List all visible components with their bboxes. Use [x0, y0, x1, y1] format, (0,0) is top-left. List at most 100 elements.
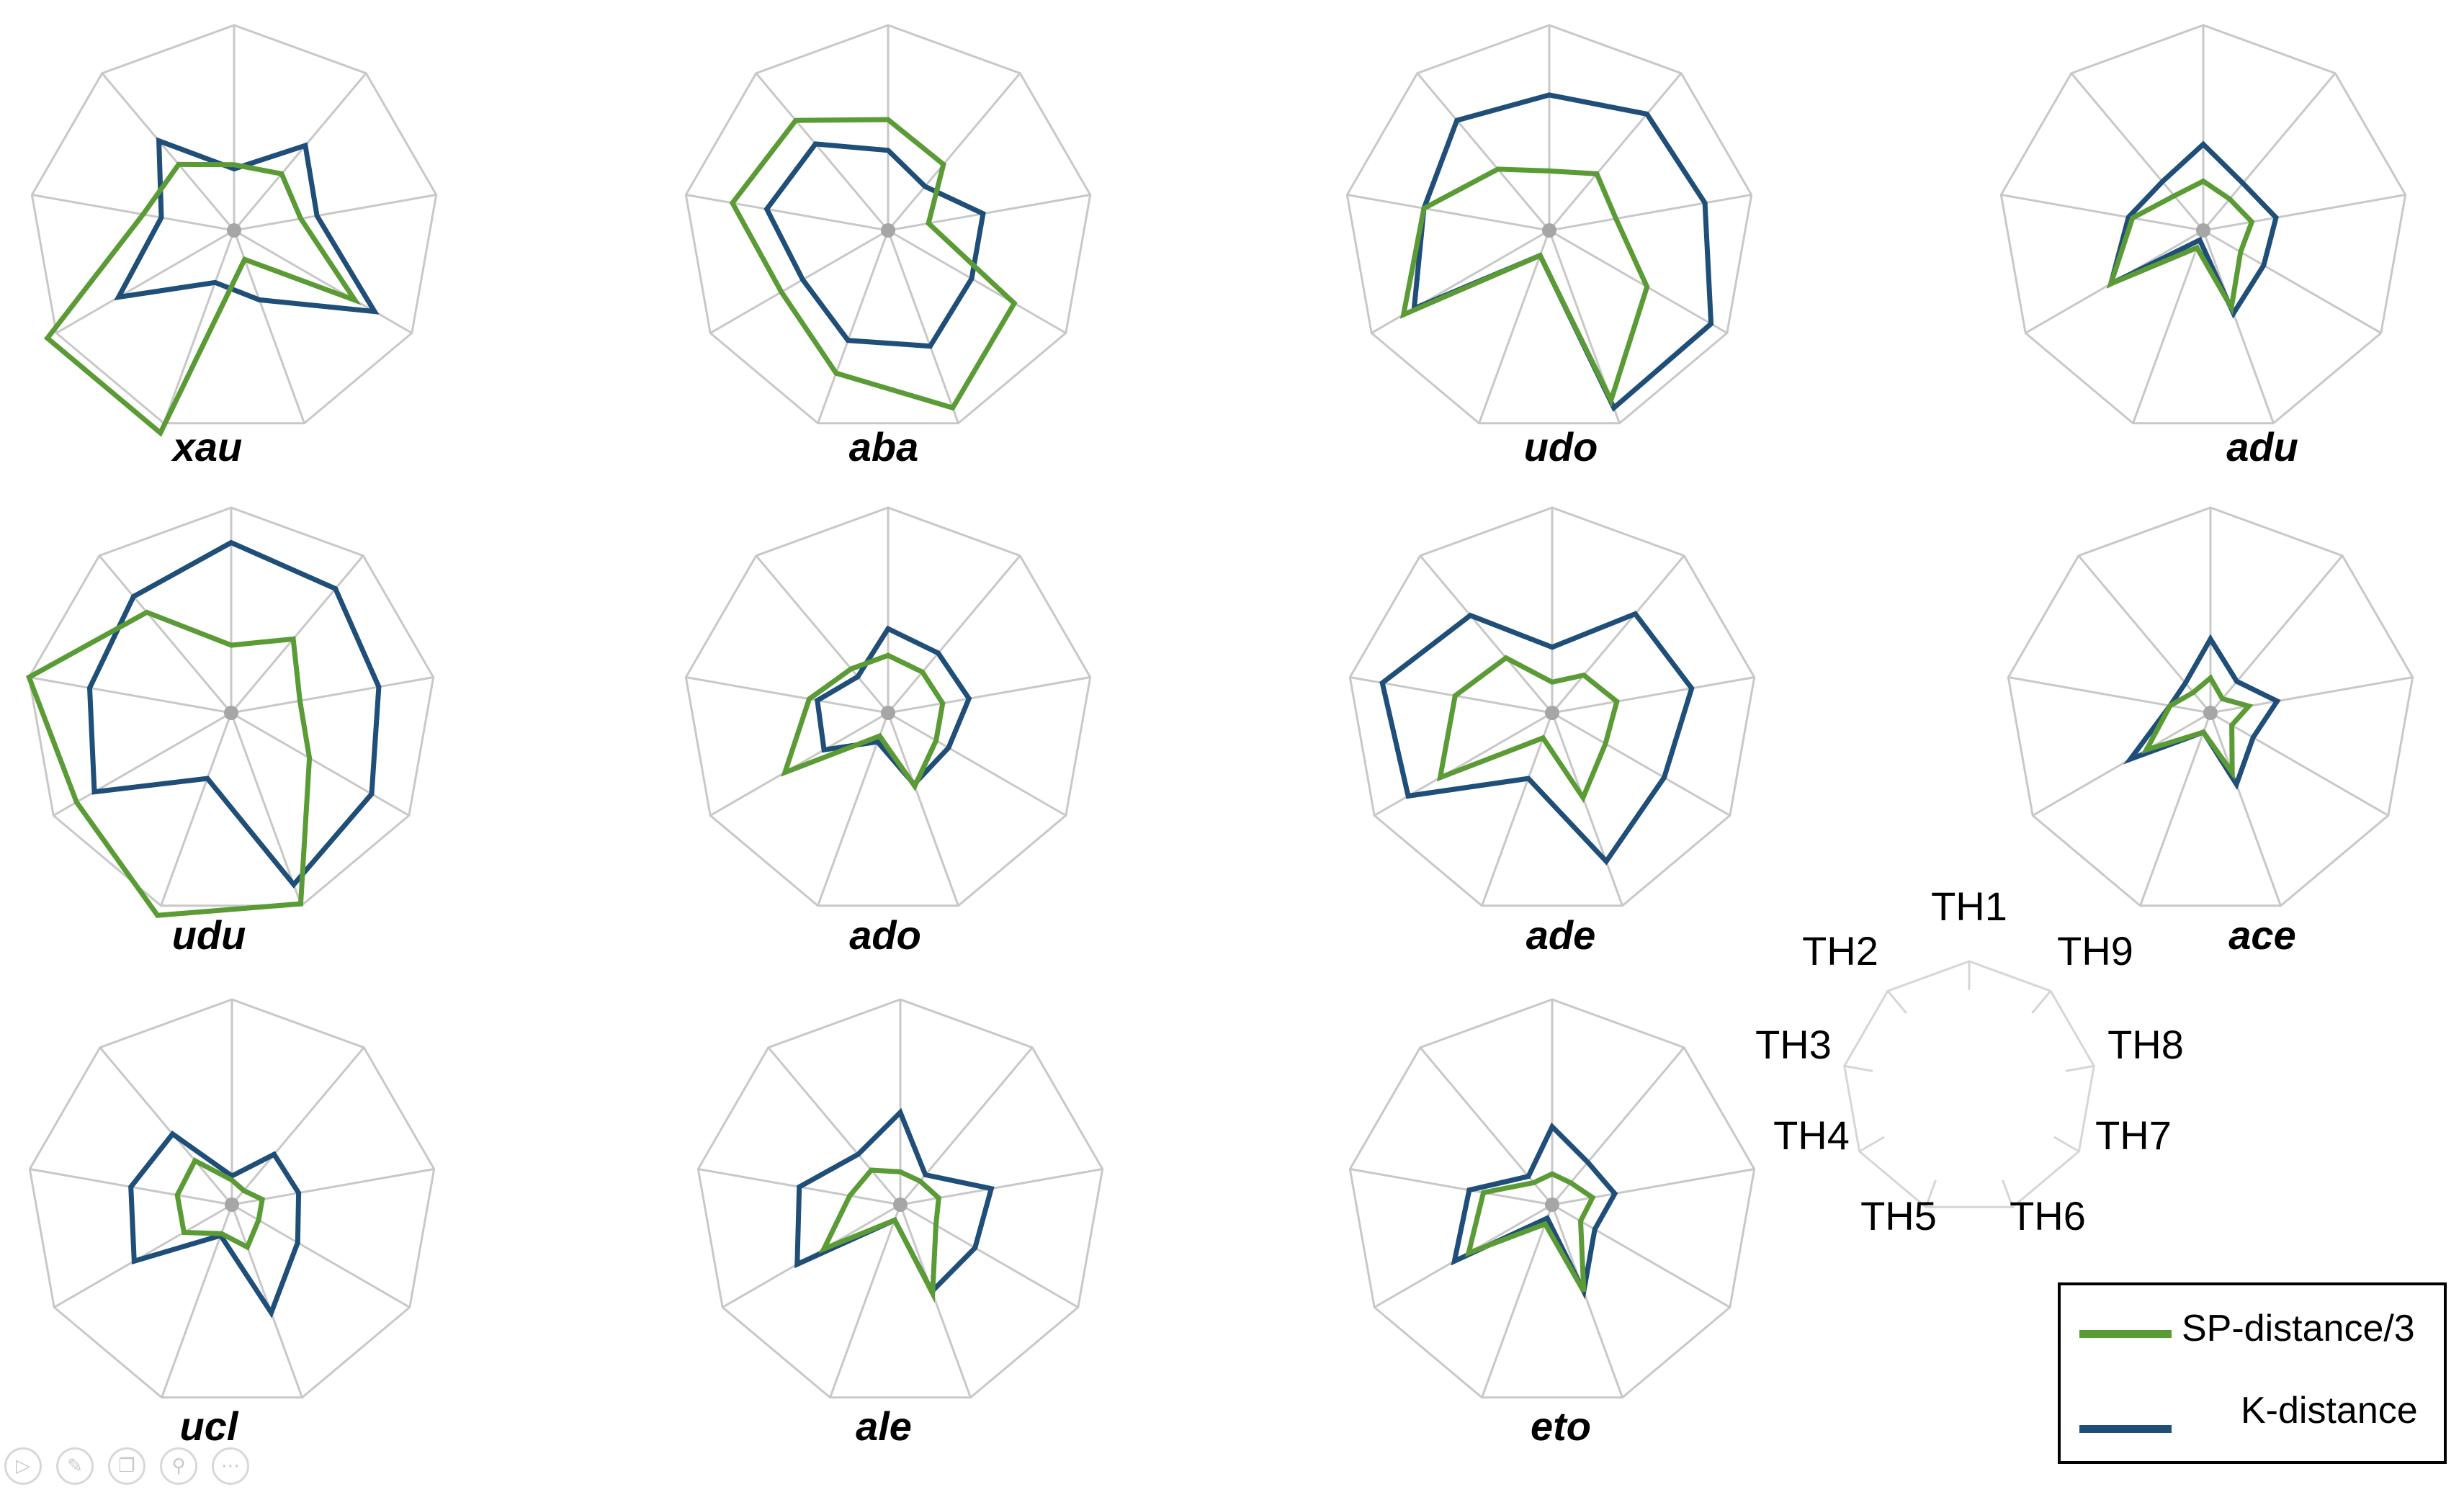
radar-spoke-TH4: [53, 711, 232, 817]
axis-key-tick: [2065, 1064, 2095, 1072]
legend-label-k: K-distance: [2241, 1390, 2418, 1432]
legend-swatch-sp: [2079, 1330, 2172, 1338]
radar-spoke-TH5: [1478, 230, 1551, 424]
series-line-sp: [1399, 166, 1650, 408]
series-sp: [2106, 178, 2255, 315]
radar-spoke-TH7: [233, 229, 413, 334]
radar-spoke-TH9: [2209, 554, 2344, 714]
radar-center: [1545, 1197, 1559, 1212]
radar-spoke-TH3: [2001, 194, 2204, 232]
series-sp: [1436, 655, 1620, 804]
radar-spoke-TH5: [160, 712, 233, 907]
series-line-k: [2107, 140, 2279, 319]
radar-spoke-TH7: [230, 711, 410, 817]
radar-spoke-TH8: [1549, 194, 1752, 232]
chart-title-aba: aba: [849, 424, 919, 469]
chart-title-ado: ado: [849, 912, 921, 958]
radar-spoke-TH2: [755, 554, 890, 714]
series-sp: [2141, 674, 2254, 781]
radar-spoke-TH6: [887, 230, 959, 424]
pen-icon[interactable]: ✎: [56, 1447, 94, 1485]
radar-chart-udu: udu: [25, 506, 435, 958]
series-k: [86, 539, 382, 889]
radar-spoke-TH5: [2132, 230, 2205, 424]
radar-spoke-TH4: [709, 229, 889, 334]
slides-icon[interactable]: ❐: [108, 1447, 145, 1485]
radar-outline: [2007, 506, 2414, 907]
series-line-sp: [43, 161, 362, 437]
series-sp: [818, 1167, 941, 1303]
axis-key-label-TH9: TH9: [2057, 928, 2133, 974]
radar-spoke-TH4: [55, 229, 235, 334]
axis-key-tick: [2002, 1179, 2014, 1208]
radar-spoke-TH2: [1419, 554, 1554, 714]
play-icon[interactable]: ▷: [4, 1447, 42, 1485]
axis-key-label-TH2: TH2: [1802, 928, 1878, 974]
series-line-sp: [781, 652, 946, 791]
radar-spoke-TH9: [230, 1046, 365, 1205]
radar-center: [2196, 223, 2210, 238]
series-line-k: [763, 141, 986, 349]
radar-spoke-TH6: [1551, 1204, 1623, 1398]
radar-spoke-TH2: [2070, 72, 2205, 231]
axis-key-tick: [1858, 1136, 1885, 1153]
radar-spoke-TH6: [2202, 230, 2275, 424]
series-line-k: [114, 137, 380, 315]
axis-key-tick: [2031, 990, 2052, 1014]
axis-key-label-TH4: TH4: [1773, 1113, 1850, 1158]
radar-chart-ucl: ucl: [28, 998, 436, 1449]
legend-entry-k: K-distance: [2061, 1375, 2444, 1454]
radar-spoke-TH9: [1548, 72, 1683, 231]
radar-spoke-TH3: [29, 676, 232, 714]
zoom-icon[interactable]: ⚲: [160, 1447, 197, 1485]
axis-key-tick: [1925, 1179, 1937, 1208]
radar-center: [225, 1197, 239, 1212]
radar-spoke-TH9: [2202, 72, 2337, 231]
radar-spoke-TH3: [686, 676, 889, 714]
radar-center: [2203, 706, 2218, 720]
radar-spoke-TH7: [231, 1203, 411, 1308]
radar-center: [893, 1197, 908, 1212]
chart-title-adu: adu: [2226, 424, 2298, 469]
chart-title-ade: ade: [1526, 912, 1596, 958]
series-k: [114, 137, 380, 315]
chart-title-udo: udo: [1524, 424, 1598, 469]
radar-spoke-TH6: [230, 712, 303, 907]
legend-entry-sp: SP-distance/3: [2061, 1291, 2444, 1370]
series-sp: [1399, 166, 1650, 408]
radar-spoke-TH3: [686, 194, 889, 232]
series-line-sp: [174, 1157, 266, 1251]
radar-center: [881, 223, 895, 238]
axis-key-tick: [1886, 990, 1907, 1014]
radar-spoke-TH8: [1551, 1168, 1755, 1206]
more-icon[interactable]: ⋯: [212, 1447, 249, 1485]
chart-title-ucl: ucl: [180, 1403, 239, 1449]
legend: SP-distance/3 K-distance: [2058, 1282, 2447, 1464]
radar-spoke-TH6: [2209, 712, 2282, 907]
axis-key-label-TH8: TH8: [2107, 1022, 2184, 1067]
radar-spoke-TH2: [99, 1046, 233, 1205]
radar-spoke-TH7: [2210, 711, 2389, 817]
radar-spoke-TH3: [1350, 1168, 1553, 1206]
radar-spoke-TH5: [2139, 712, 2212, 907]
radar-outline: [1345, 24, 1753, 425]
series-line-sp: [729, 117, 1018, 411]
radar-spoke-TH2: [1416, 72, 1551, 231]
radar-chart-ale: ale: [696, 998, 1104, 1449]
series-line-k: [1379, 611, 1695, 866]
chart-title-xau: xau: [171, 424, 243, 469]
series-sp: [781, 652, 946, 791]
chart-title-ale: ale: [856, 1403, 912, 1449]
axis-key-label-TH7: TH7: [2095, 1113, 2172, 1158]
series-line-sp: [1436, 655, 1620, 804]
radar-center: [227, 223, 241, 238]
radar-outline: [1999, 24, 2407, 425]
radar-chart-udo: udo: [1345, 24, 1753, 469]
radar-spoke-TH9: [1551, 554, 1685, 714]
radar-spoke-TH4: [1374, 711, 1553, 817]
radar-spoke-TH7: [887, 711, 1067, 817]
series-sp: [1465, 1171, 1596, 1293]
radar-spoke-TH5: [817, 230, 890, 424]
legend-swatch-k: [2079, 1425, 2172, 1433]
radar-outline: [30, 24, 438, 425]
